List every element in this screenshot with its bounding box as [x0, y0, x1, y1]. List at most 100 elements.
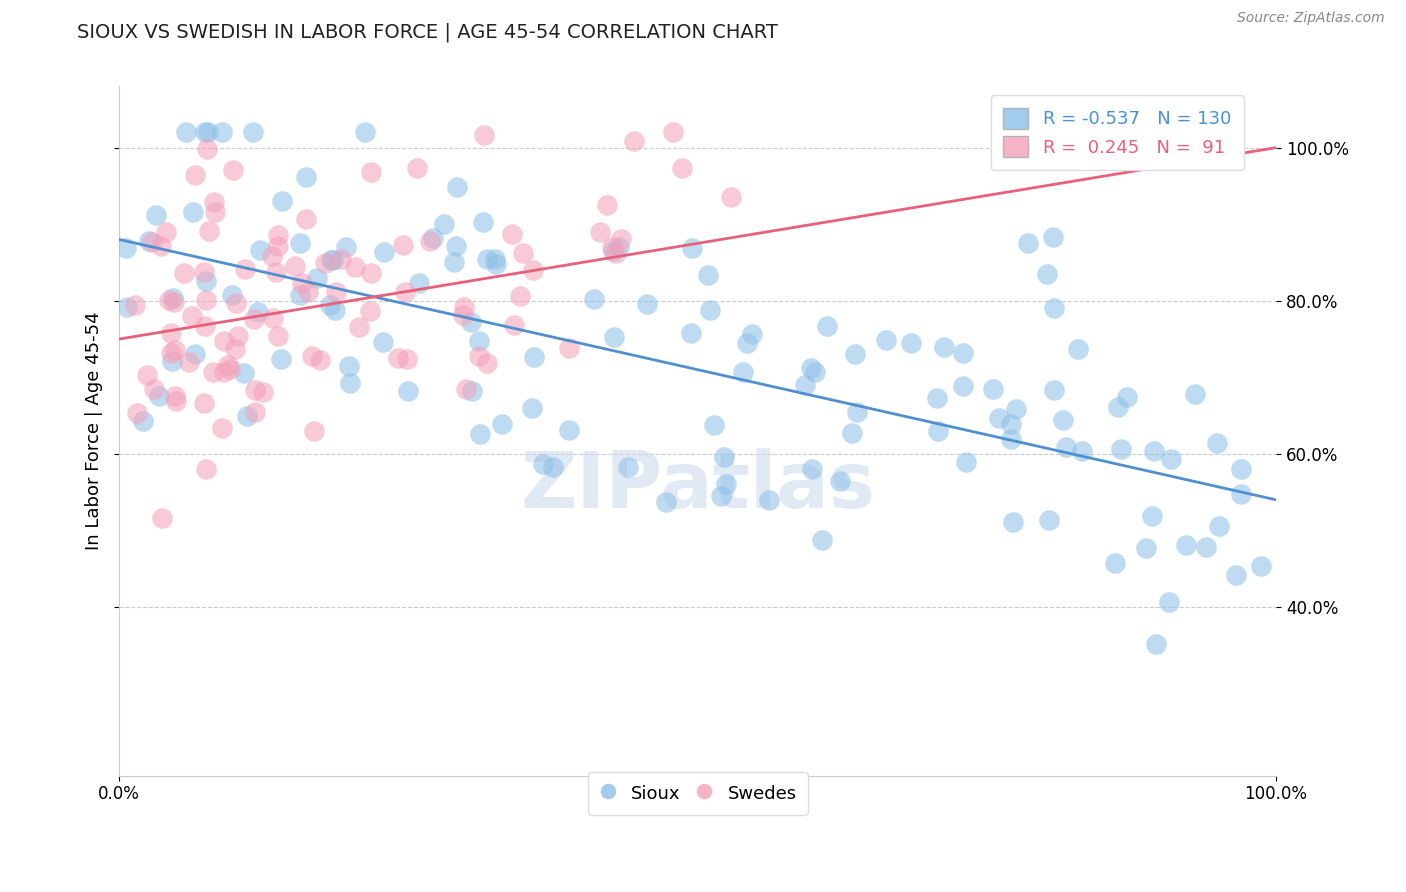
Point — [305, 270, 328, 285]
Point — [703, 418, 725, 433]
Point — [117, 300, 139, 314]
Point — [181, 204, 204, 219]
Point — [1052, 413, 1074, 427]
Point — [1111, 442, 1133, 456]
Point — [1042, 230, 1064, 244]
Point — [952, 346, 974, 360]
Point — [226, 328, 249, 343]
Point — [422, 231, 444, 245]
Point — [491, 417, 513, 431]
Point — [610, 232, 633, 246]
Point — [159, 346, 181, 360]
Point — [603, 329, 626, 343]
Point — [662, 125, 685, 139]
Point — [194, 125, 217, 139]
Point — [952, 379, 974, 393]
Point — [160, 353, 183, 368]
Point — [211, 421, 233, 435]
Point — [270, 352, 292, 367]
Point — [696, 268, 718, 282]
Point — [841, 426, 863, 441]
Point — [211, 125, 233, 139]
Point — [735, 335, 758, 350]
Point — [679, 326, 702, 340]
Point — [302, 424, 325, 438]
Point — [1250, 558, 1272, 573]
Point — [558, 423, 581, 437]
Point — [321, 252, 343, 267]
Text: ZIPatlas: ZIPatlas — [520, 448, 875, 524]
Point — [165, 394, 187, 409]
Point — [408, 276, 430, 290]
Point — [212, 365, 235, 379]
Point — [758, 493, 780, 508]
Point — [1005, 402, 1028, 417]
Point — [716, 476, 738, 491]
Point — [1160, 452, 1182, 467]
Point — [242, 125, 264, 139]
Point — [198, 223, 221, 237]
Point — [394, 285, 416, 299]
Point — [443, 255, 465, 269]
Point — [654, 494, 676, 508]
Point — [1000, 417, 1022, 432]
Point — [720, 190, 742, 204]
Point — [475, 252, 498, 267]
Point — [202, 195, 225, 210]
Point — [602, 240, 624, 254]
Point — [1135, 541, 1157, 556]
Point — [1144, 637, 1167, 651]
Point — [114, 241, 136, 255]
Point — [301, 350, 323, 364]
Point — [233, 366, 256, 380]
Point — [194, 319, 217, 334]
Point — [471, 215, 494, 229]
Point — [1230, 487, 1253, 501]
Point — [243, 311, 266, 326]
Point — [344, 260, 367, 275]
Point — [233, 262, 256, 277]
Point — [163, 295, 186, 310]
Point — [451, 308, 474, 322]
Point — [162, 291, 184, 305]
Point — [419, 234, 441, 248]
Point — [337, 359, 360, 374]
Point — [235, 409, 257, 424]
Point — [844, 346, 866, 360]
Point — [531, 457, 554, 471]
Point — [396, 384, 419, 398]
Point — [446, 179, 468, 194]
Point — [243, 405, 266, 419]
Legend: Sioux, Swedes: Sioux, Swedes — [588, 772, 807, 814]
Point — [267, 227, 290, 242]
Point — [193, 265, 215, 279]
Point — [266, 328, 288, 343]
Point — [347, 320, 370, 334]
Point — [1225, 568, 1247, 582]
Point — [1143, 444, 1166, 458]
Point — [485, 257, 508, 271]
Point — [150, 511, 173, 525]
Point — [1140, 509, 1163, 524]
Point — [195, 142, 218, 156]
Point — [453, 300, 475, 314]
Point — [900, 335, 922, 350]
Point — [163, 343, 186, 358]
Point — [1017, 235, 1039, 250]
Point — [193, 396, 215, 410]
Point — [271, 194, 294, 208]
Point — [1230, 462, 1253, 476]
Point — [468, 427, 491, 442]
Point — [1071, 443, 1094, 458]
Point — [1054, 440, 1077, 454]
Point — [141, 235, 163, 249]
Point — [160, 326, 183, 341]
Point — [433, 217, 456, 231]
Point — [468, 334, 491, 348]
Point — [354, 125, 377, 139]
Point — [249, 244, 271, 258]
Point — [520, 401, 543, 415]
Point — [173, 266, 195, 280]
Point — [359, 304, 381, 318]
Point — [681, 241, 703, 255]
